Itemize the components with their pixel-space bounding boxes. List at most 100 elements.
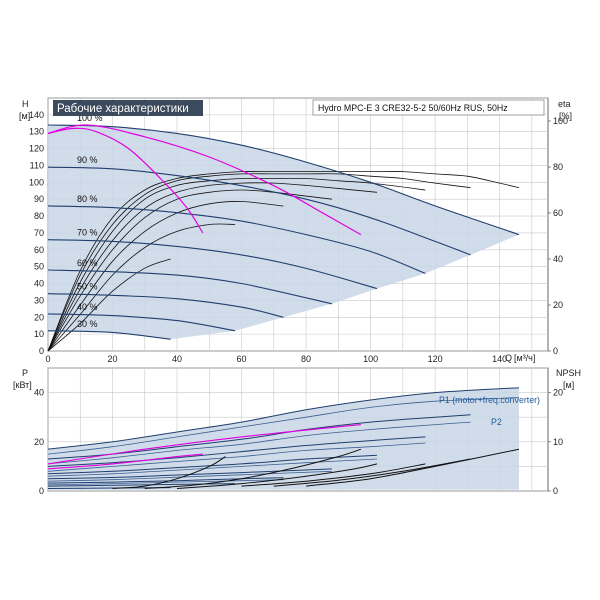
y-tick-label: 110 <box>30 160 44 170</box>
y2-axis-label: eta <box>558 99 571 109</box>
p2-curves <box>47 397 520 486</box>
npsh-axis-label: NPSH <box>556 368 581 378</box>
qh-curve <box>47 330 171 340</box>
eta-curve <box>47 173 471 352</box>
limit-curve <box>47 124 362 236</box>
qh-curve <box>47 239 378 290</box>
eta-tick-label: 60 <box>553 208 563 218</box>
limit-curve <box>47 127 204 234</box>
eta-curve <box>47 182 378 352</box>
p2-curve <box>47 479 284 486</box>
y2-axis-unit: [%] <box>559 111 572 121</box>
eta-curve <box>47 177 426 352</box>
x-tick-label: 40 <box>172 354 182 364</box>
head-y-tick-labels: 0 10 20 30 40 50 60 70 80 90 100 110 120 130 140 <box>29 110 44 356</box>
y-tick-label: 70 <box>34 228 44 238</box>
p2-curve <box>47 421 471 465</box>
eta-tick-labels: 0 20 40 60 80 100 <box>548 116 568 356</box>
y-tick-label: 120 <box>29 144 44 154</box>
x-tick-label: 60 <box>237 354 247 364</box>
y-axis-label: H <box>22 99 29 109</box>
head-panel: 100 % 90 % 80 % 70 % 60 % 50 % 40 % 30 % 0 20 40 6… <box>19 97 572 364</box>
eta-tick-label: 40 <box>553 254 563 264</box>
qh-curves <box>47 124 520 340</box>
power-panel: 0 20 40 0 10 20 P [кВт] NPSH [м] P1 (motor+f… <box>13 367 581 496</box>
eta-tick-label: 0 <box>553 346 558 356</box>
x-tick-label: 100 <box>363 354 378 364</box>
p1-curve <box>47 387 520 450</box>
speed-label: 70 % <box>77 228 98 238</box>
power-y-tick-labels: 0 20 40 <box>34 388 44 496</box>
x-axis-unit: [м³/ч] <box>514 353 535 363</box>
qh-curve <box>47 269 333 305</box>
chart-title-box <box>53 100 203 116</box>
npsh-curves <box>112 448 520 489</box>
speed-label: 40 % <box>77 302 98 312</box>
power-limit-curves <box>47 424 361 470</box>
eta-tick-label: 100 <box>553 116 568 126</box>
p1-curve <box>47 468 332 480</box>
speed-label: 30 % <box>77 319 98 329</box>
power-limit-curve <box>47 424 361 465</box>
eta-curve <box>47 189 332 352</box>
y-axis-unit: [м] <box>19 111 30 121</box>
eta-curve <box>47 171 520 352</box>
power-axis-label: P <box>22 368 28 378</box>
npsh-curve <box>273 458 471 487</box>
y-tick-label: 140 <box>29 110 44 120</box>
efficiency-curves <box>47 171 520 352</box>
speed-label: 50 % <box>77 282 98 292</box>
x-tick-label: 120 <box>428 354 443 364</box>
power-tick-label: 40 <box>34 388 44 398</box>
power-tick-label: 20 <box>34 437 44 447</box>
p1-curve <box>47 436 426 467</box>
p1-curve <box>47 454 378 475</box>
qh-curve <box>47 205 426 274</box>
p2-curve <box>47 458 378 477</box>
eta-tick-label: 20 <box>553 300 563 310</box>
x-tick-label: 20 <box>108 354 118 364</box>
speed-label: 100 % <box>77 113 103 123</box>
npsh-tick-label: 10 <box>553 437 563 447</box>
x-tick-label: 140 <box>492 354 507 364</box>
eta-curve <box>47 258 171 352</box>
y-tick-label: 90 <box>34 194 44 204</box>
p2-curve <box>47 470 332 482</box>
operating-range-region <box>48 125 519 340</box>
speed-label: 90 % <box>77 155 98 165</box>
speed-label: 80 % <box>77 194 98 204</box>
chart-subtitle: Hydro MPC-E 3 CRE32-5-2 50/60Hz RUS, 50H… <box>318 103 508 113</box>
eta-tick-label: 80 <box>553 162 563 172</box>
npsh-curve <box>112 456 226 489</box>
qh-curve <box>47 166 471 256</box>
npsh-tick-label: 0 <box>553 486 558 496</box>
p2-annotation: P2 <box>491 417 502 427</box>
chart-subtitle-box <box>312 99 545 116</box>
y-tick-label: 20 <box>34 312 44 322</box>
y-tick-label: 80 <box>34 211 44 221</box>
power-limit-curve <box>47 453 203 470</box>
npsh-tick-label: 20 <box>553 388 563 398</box>
p2-curve <box>47 397 520 455</box>
npsh-curve <box>176 463 378 489</box>
p2-curve <box>47 442 426 472</box>
x-tick-label: 80 <box>301 354 311 364</box>
y-tick-label: 100 <box>29 177 44 187</box>
y-tick-label: 40 <box>34 279 44 289</box>
head-x-tick-labels: 0 20 40 60 80 100 120 140 <box>45 354 507 364</box>
power-axis-unit: [кВт] <box>13 380 32 390</box>
npsh-tick-labels: 0 10 20 <box>548 388 563 496</box>
p1-annotation: P1 (motor+freq.converter) <box>439 395 540 405</box>
y-tick-label: 60 <box>34 245 44 255</box>
p1-curve <box>47 477 284 484</box>
y-tick-label: 130 <box>29 127 44 137</box>
npsh-axis-unit: [м] <box>563 380 574 390</box>
eta-curve <box>47 201 284 352</box>
y-tick-label: 30 <box>34 295 44 305</box>
qh-curve <box>47 313 236 332</box>
y-tick-label: 0 <box>39 346 44 356</box>
npsh-curve <box>144 448 362 489</box>
x-axis-label: Q <box>505 353 512 363</box>
npsh-curve <box>306 448 520 487</box>
